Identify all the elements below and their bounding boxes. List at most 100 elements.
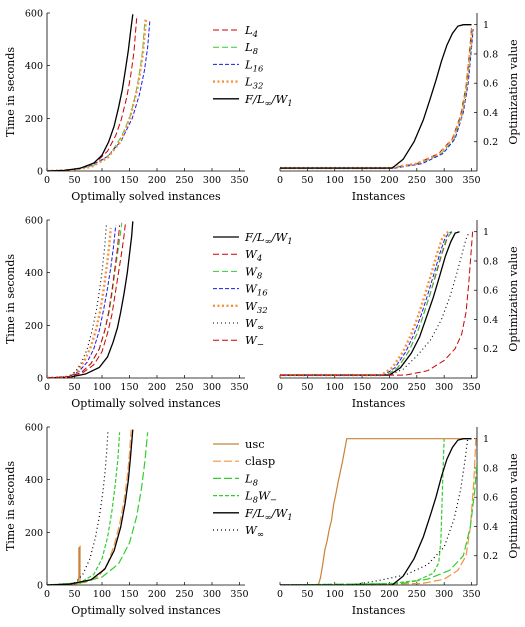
series-line-w-16 bbox=[47, 225, 117, 378]
x-tick-label: 350 bbox=[462, 589, 480, 600]
y-tick-label: 0 bbox=[37, 374, 43, 385]
series-line-w-inf bbox=[280, 438, 469, 585]
x-tick-label: 0 bbox=[277, 175, 283, 186]
series-line-l-8 bbox=[280, 460, 477, 585]
series-line-w-32 bbox=[47, 227, 112, 378]
legend-entry-l-16: L16 bbox=[244, 57, 264, 74]
y-axis-title: Time in seconds bbox=[4, 254, 17, 344]
legend-entry-f-l-inf-w-1: F/L∞/W1 bbox=[244, 230, 293, 247]
x-tick-label: 250 bbox=[408, 175, 426, 186]
x-tick-label: 200 bbox=[380, 589, 398, 600]
x-tick-label: 0 bbox=[44, 382, 50, 393]
legend-entry-clasp: clasp bbox=[245, 454, 275, 468]
x-axis-title: Instances bbox=[352, 190, 406, 203]
series-line-l-8w-minus bbox=[47, 432, 121, 585]
series-line-l-32 bbox=[47, 19, 148, 171]
legend-entry-w-inf: W∞ bbox=[245, 316, 264, 333]
x-axis-title: Instances bbox=[352, 604, 406, 617]
series-line-usc bbox=[47, 545, 81, 585]
x-tick-label: 350 bbox=[462, 175, 480, 186]
x-tick-label: 250 bbox=[408, 382, 426, 393]
legend-entry-w-4: W4 bbox=[245, 247, 262, 264]
y-tick-label: 0.2 bbox=[483, 137, 498, 148]
y-tick-label: 600 bbox=[25, 423, 43, 434]
series-line-w-minus bbox=[280, 231, 474, 376]
legend-entry-w-16: W16 bbox=[245, 282, 268, 299]
y-tick-label: 200 bbox=[25, 114, 43, 125]
series-line-f-l-inf-w-1 bbox=[280, 438, 472, 585]
x-tick-label: 150 bbox=[120, 382, 138, 393]
x-tick-label: 50 bbox=[68, 382, 80, 393]
series-line-f-l-inf-w-1 bbox=[280, 24, 472, 169]
x-tick-label: 100 bbox=[326, 589, 344, 600]
series-line-l-32 bbox=[280, 28, 474, 170]
y-tick-label: 400 bbox=[25, 475, 43, 486]
x-tick-label: 100 bbox=[326, 175, 344, 186]
x-tick-label: 200 bbox=[148, 589, 166, 600]
chart-panel-2: 0 50 100 150 200 250 300 350 0.2 0.4 0.6 0.8 1 Instan… bbox=[277, 13, 520, 203]
x-tick-label: 300 bbox=[203, 175, 221, 186]
y-tick-label: 400 bbox=[25, 268, 43, 279]
x-axis-title: Optimally solved instances bbox=[71, 604, 221, 617]
x-tick-label: 300 bbox=[435, 175, 453, 186]
x-tick-label: 350 bbox=[230, 589, 248, 600]
x-axis-title: Optimally solved instances bbox=[71, 190, 221, 203]
series-line-w-8 bbox=[47, 222, 123, 378]
x-tick-label: 150 bbox=[353, 382, 371, 393]
y-tick-label: 0 bbox=[37, 581, 43, 592]
x-tick-label: 100 bbox=[93, 175, 111, 186]
legend-entry-l-4: L4 bbox=[244, 23, 258, 40]
x-tick-label: 300 bbox=[435, 589, 453, 600]
y-tick-label: 0.4 bbox=[483, 315, 498, 326]
series-line-usc bbox=[280, 438, 472, 585]
x-tick-label: 150 bbox=[120, 589, 138, 600]
series-line-w-minus bbox=[47, 225, 121, 378]
x-tick-label: 300 bbox=[203, 382, 221, 393]
y-tick-label: 200 bbox=[25, 528, 43, 539]
chart-panel-4: 0 50 100 150 200 250 300 350 0.2 0.4 0.6 0.8 1 Instan… bbox=[277, 220, 520, 410]
x-tick-label: 150 bbox=[353, 175, 371, 186]
y-tick-label: 200 bbox=[25, 321, 43, 332]
series-line-f-l-inf-w-1 bbox=[47, 221, 134, 378]
legend-entry-usc: usc bbox=[245, 437, 265, 451]
x-axis-title: Optimally solved instances bbox=[71, 397, 221, 410]
y-tick-label: 0.8 bbox=[483, 256, 498, 267]
series-line-w-inf bbox=[280, 231, 470, 376]
y-tick-label: 1 bbox=[483, 227, 489, 238]
x-tick-label: 50 bbox=[68, 175, 80, 186]
x-tick-label: 300 bbox=[203, 589, 221, 600]
x-tick-label: 150 bbox=[353, 589, 371, 600]
y-tick-label: 600 bbox=[25, 216, 43, 227]
series-line-w-inf bbox=[47, 225, 107, 378]
legend-entry-w-8: W8 bbox=[245, 264, 263, 281]
x-tick-label: 100 bbox=[93, 589, 111, 600]
y-tick-label: 0.6 bbox=[483, 286, 498, 297]
series-line-l-4 bbox=[47, 18, 138, 171]
y-tick-label: 0.2 bbox=[483, 344, 498, 355]
legend-entry-f-l-inf-w-1: F/L∞/W1 bbox=[244, 506, 293, 523]
y-axis-title: Time in seconds bbox=[4, 461, 17, 551]
x-tick-label: 0 bbox=[277, 382, 283, 393]
y-tick-label: 0 bbox=[37, 167, 43, 178]
legend-entry-l-8w-minus: L8W− bbox=[244, 489, 277, 506]
y-tick-label: 600 bbox=[25, 9, 43, 20]
x-tick-label: 250 bbox=[408, 589, 426, 600]
x-tick-label: 50 bbox=[301, 175, 313, 186]
series-line-l-8 bbox=[47, 19, 146, 171]
x-tick-label: 50 bbox=[301, 589, 313, 600]
x-tick-label: 100 bbox=[326, 382, 344, 393]
x-axis-title: Instances bbox=[352, 397, 406, 410]
y-tick-label: 400 bbox=[25, 61, 43, 72]
chart-panel-1: 0 50 100 150 200 250 300 350 0 200 400 600 Optimally… bbox=[4, 9, 293, 204]
y-axis-title: Optimization value bbox=[507, 453, 520, 558]
legend-entry-w-inf: W∞ bbox=[245, 523, 264, 540]
x-tick-label: 100 bbox=[93, 382, 111, 393]
y-tick-label: 0.8 bbox=[483, 463, 498, 474]
y-tick-label: 0.4 bbox=[483, 108, 498, 119]
x-tick-label: 200 bbox=[380, 175, 398, 186]
series-line-l-4 bbox=[280, 27, 473, 169]
series-line-f-l-inf-w-1 bbox=[47, 14, 134, 171]
